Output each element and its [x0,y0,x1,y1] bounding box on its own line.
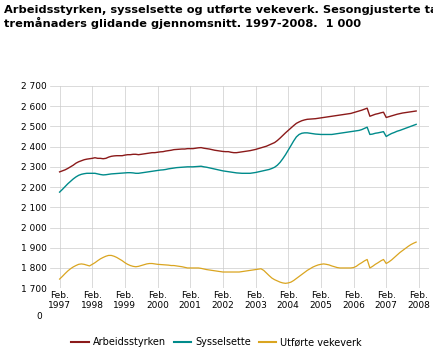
Legend: Arbeidsstyrken, Sysselsette, Utførte vekeverk: Arbeidsstyrken, Sysselsette, Utførte vek… [68,334,365,351]
Text: Arbeidsstyrken, sysselsette og utførte vekeverk. Sesongjusterte tal,
tremånaders: Arbeidsstyrken, sysselsette og utførte v… [4,5,433,29]
Text: 0: 0 [36,313,42,321]
